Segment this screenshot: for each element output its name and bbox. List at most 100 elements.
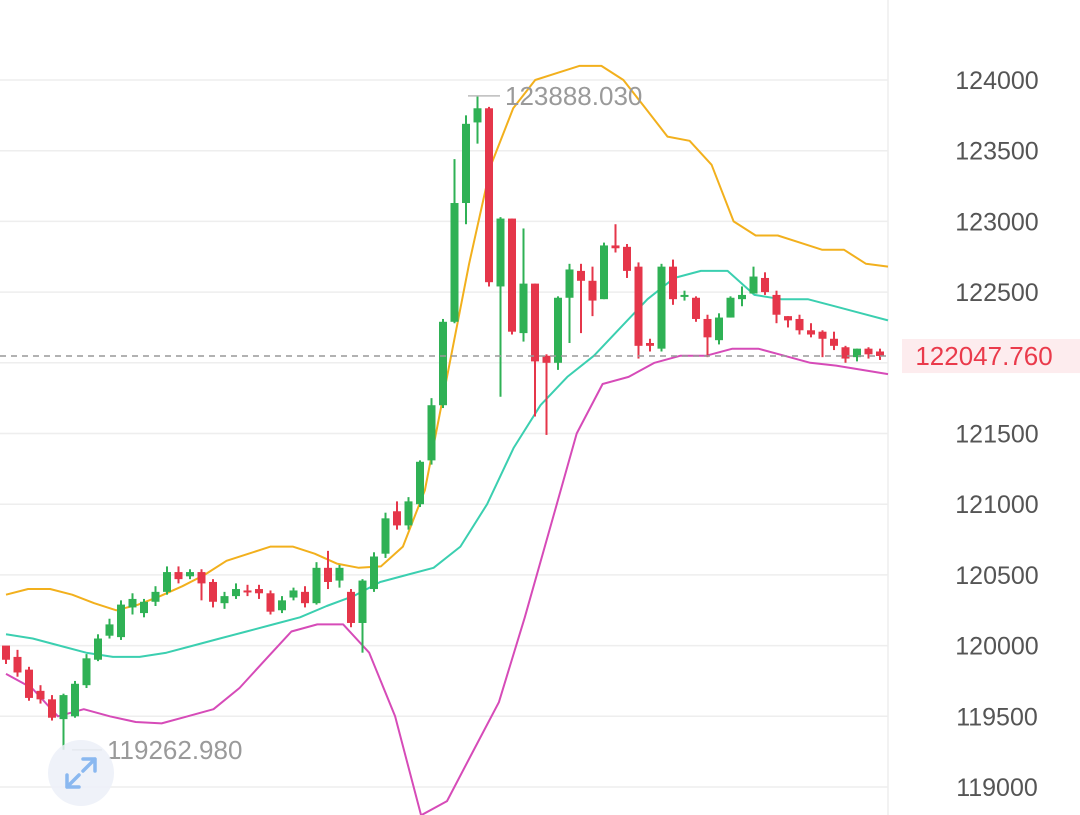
candlesticks[interactable] bbox=[2, 95, 884, 750]
expand-chart-button[interactable] bbox=[48, 740, 114, 806]
candle[interactable] bbox=[186, 569, 194, 580]
candle[interactable] bbox=[174, 566, 183, 584]
candle[interactable] bbox=[278, 596, 286, 614]
candle[interactable] bbox=[795, 314, 804, 335]
candle[interactable] bbox=[347, 589, 355, 628]
y-tick-label: 124000 bbox=[955, 67, 1038, 95]
candle-body bbox=[266, 593, 275, 612]
low-annotation-label: 119262.980 bbox=[107, 735, 242, 765]
candle[interactable] bbox=[853, 348, 861, 362]
candle-body bbox=[335, 567, 344, 581]
candle[interactable] bbox=[726, 296, 735, 318]
candle[interactable] bbox=[600, 242, 608, 300]
candle[interactable] bbox=[462, 115, 470, 225]
candle[interactable] bbox=[439, 318, 447, 409]
candle[interactable] bbox=[450, 159, 459, 324]
candle[interactable] bbox=[105, 618, 114, 639]
candle-body bbox=[657, 266, 666, 349]
candle[interactable] bbox=[25, 666, 33, 701]
candle[interactable] bbox=[738, 286, 746, 307]
candle[interactable] bbox=[634, 262, 643, 359]
candle[interactable] bbox=[2, 645, 10, 664]
candle[interactable] bbox=[370, 552, 378, 592]
candle[interactable] bbox=[588, 266, 597, 317]
candle[interactable] bbox=[531, 283, 539, 417]
candle[interactable] bbox=[611, 224, 620, 253]
candle-body bbox=[128, 598, 137, 608]
candle[interactable] bbox=[128, 593, 137, 615]
candle[interactable] bbox=[117, 600, 125, 640]
candle[interactable] bbox=[289, 587, 298, 601]
candle[interactable] bbox=[807, 323, 815, 338]
candle[interactable] bbox=[818, 330, 827, 358]
candle[interactable] bbox=[761, 272, 769, 295]
price-annotations: 122047.760 123888.030 119262.980 bbox=[0, 81, 1080, 765]
candle[interactable] bbox=[876, 348, 884, 360]
candle[interactable] bbox=[404, 497, 413, 530]
candle[interactable] bbox=[312, 562, 321, 605]
candle[interactable] bbox=[358, 579, 367, 653]
candle[interactable] bbox=[485, 106, 493, 287]
candle[interactable] bbox=[715, 313, 723, 345]
candle-body bbox=[841, 347, 850, 359]
candle[interactable] bbox=[255, 584, 263, 599]
candle[interactable] bbox=[13, 649, 22, 677]
candle[interactable] bbox=[772, 290, 781, 324]
candle[interactable] bbox=[496, 217, 505, 397]
candle[interactable] bbox=[680, 290, 689, 301]
candle[interactable] bbox=[577, 263, 585, 334]
candle[interactable] bbox=[209, 579, 217, 608]
candle[interactable] bbox=[36, 685, 45, 704]
candle[interactable] bbox=[232, 583, 240, 599]
candle[interactable] bbox=[266, 590, 275, 615]
candle-body bbox=[542, 355, 551, 363]
candle[interactable] bbox=[140, 598, 148, 618]
candle[interactable] bbox=[243, 584, 252, 597]
candle-body bbox=[243, 590, 252, 593]
candle[interactable] bbox=[59, 693, 68, 750]
candle-body bbox=[404, 501, 413, 526]
candle[interactable] bbox=[301, 586, 309, 608]
candle[interactable] bbox=[335, 565, 344, 588]
candle[interactable] bbox=[48, 695, 56, 721]
candle[interactable] bbox=[657, 263, 666, 352]
candle[interactable] bbox=[163, 566, 171, 595]
candle[interactable] bbox=[565, 263, 574, 344]
candle[interactable] bbox=[784, 316, 792, 328]
candle[interactable] bbox=[519, 228, 528, 342]
candle[interactable] bbox=[82, 654, 91, 689]
candle[interactable] bbox=[416, 460, 424, 508]
candle-body bbox=[59, 695, 68, 720]
candle-body bbox=[140, 601, 148, 614]
candle[interactable] bbox=[830, 331, 838, 351]
candle[interactable] bbox=[197, 569, 206, 601]
y-axis-tick-labels: 1240001235001230001225001220001215001210… bbox=[955, 67, 1038, 802]
candle[interactable] bbox=[703, 314, 712, 358]
candle[interactable] bbox=[151, 586, 160, 607]
candle[interactable] bbox=[864, 347, 873, 359]
candle-body bbox=[519, 283, 528, 334]
candle[interactable] bbox=[220, 591, 229, 609]
candle[interactable] bbox=[324, 550, 332, 590]
candle[interactable] bbox=[381, 512, 390, 558]
candle[interactable] bbox=[427, 398, 436, 465]
candle[interactable] bbox=[841, 345, 850, 363]
candle[interactable] bbox=[692, 296, 700, 322]
candle[interactable] bbox=[473, 95, 482, 144]
candle[interactable] bbox=[508, 218, 516, 335]
candle[interactable] bbox=[94, 634, 102, 662]
candle-body bbox=[48, 699, 56, 718]
candle[interactable] bbox=[71, 680, 79, 718]
candle[interactable] bbox=[749, 266, 758, 294]
candle[interactable] bbox=[542, 354, 551, 435]
candle[interactable] bbox=[554, 296, 562, 370]
high-annotation-label: 123888.030 bbox=[505, 81, 642, 111]
candle[interactable] bbox=[393, 501, 401, 530]
middle-band-line bbox=[5, 269, 889, 658]
candle-body bbox=[301, 591, 309, 604]
candle[interactable] bbox=[623, 244, 631, 278]
candle[interactable] bbox=[646, 338, 654, 352]
candle-body bbox=[577, 270, 585, 281]
candle[interactable] bbox=[669, 259, 677, 305]
